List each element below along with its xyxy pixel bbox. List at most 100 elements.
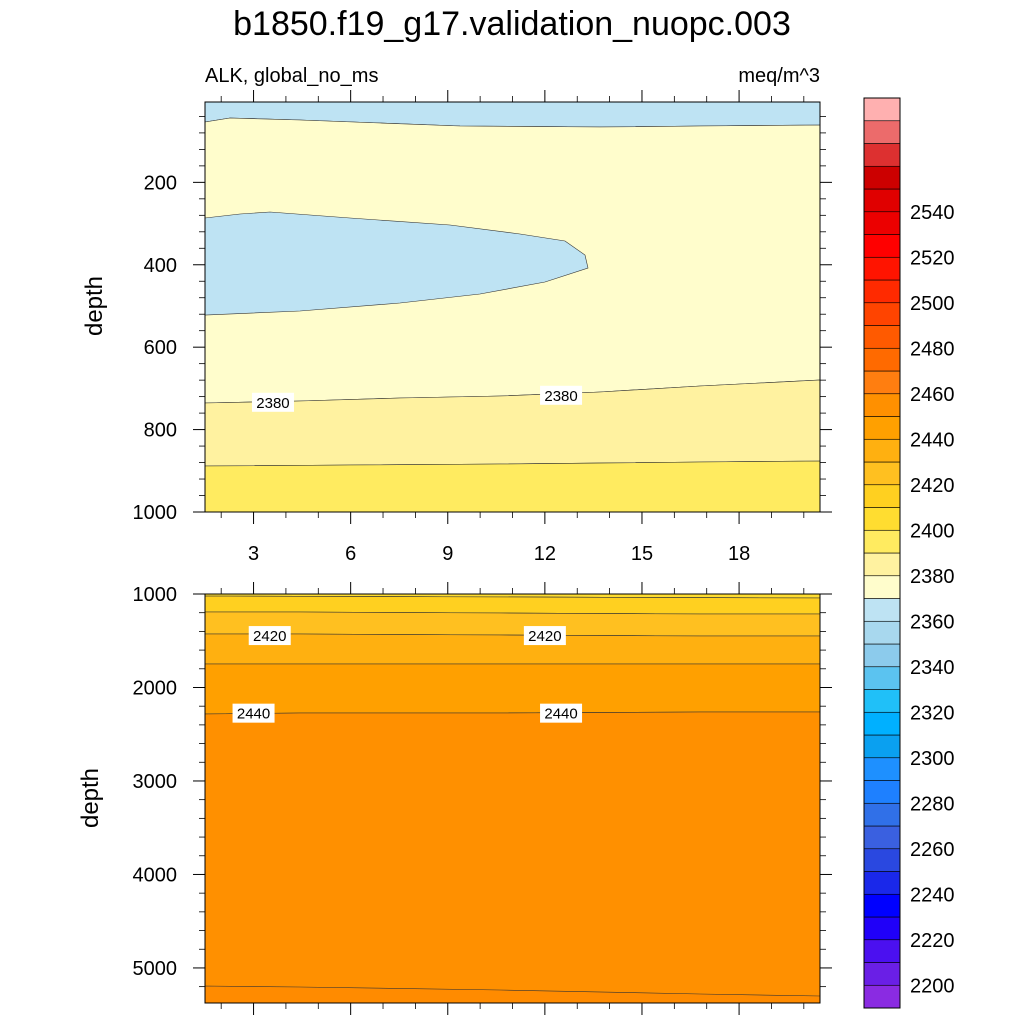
contour-label: 2420 xyxy=(253,628,286,645)
x-tick-label: 12 xyxy=(534,543,556,565)
colorbar-swatch xyxy=(863,393,901,417)
colorbar-swatch xyxy=(863,234,901,258)
contour-region-layer-2440 xyxy=(204,663,821,715)
colorbar-outline xyxy=(863,97,901,1009)
colorbar-swatch xyxy=(863,347,901,372)
contour-label-background xyxy=(523,626,566,646)
colorbar-swatch xyxy=(863,780,901,804)
colorbar-tick-label: 2380 xyxy=(910,566,955,588)
colorbar-swatch xyxy=(863,97,901,122)
y-tick-label: 400 xyxy=(144,255,177,277)
colorbar-tick-label: 2240 xyxy=(910,884,955,906)
colorbar-swatch xyxy=(863,962,901,986)
contour-region-layer-2430 xyxy=(204,633,821,665)
y-tick-label: 1000 xyxy=(133,502,178,524)
colorbar-tick-label: 2260 xyxy=(910,839,955,861)
contour-label-background xyxy=(251,392,294,412)
colorbar-swatch xyxy=(863,438,901,463)
colorbar-swatch xyxy=(863,939,901,963)
colorbar-swatch xyxy=(863,188,901,213)
colorbar-swatch xyxy=(863,302,901,326)
colorbar-swatch xyxy=(863,825,901,850)
colorbar-tick-label: 2460 xyxy=(910,384,955,406)
colorbar-swatch xyxy=(863,757,901,781)
x-tick-label: 18 xyxy=(728,543,750,565)
colorbar-swatch xyxy=(863,120,901,144)
colorbar-tick-label: 2360 xyxy=(910,611,955,633)
colorbar-swatch xyxy=(863,211,901,235)
colorbar-swatch xyxy=(863,848,901,872)
contour-region-layer-2410 xyxy=(204,595,821,615)
colorbar-tick-label: 2480 xyxy=(910,338,955,360)
y-tick-label: 600 xyxy=(144,337,177,359)
colorbar-swatch xyxy=(863,871,901,895)
colorbar-swatch xyxy=(863,461,901,486)
colorbar-tick-label: 2340 xyxy=(910,657,955,679)
contour-region-layer-2390 xyxy=(204,460,821,513)
y-tick-label: 5000 xyxy=(133,958,178,980)
x-tick-label: 15 xyxy=(631,543,653,565)
colorbar-swatch xyxy=(863,325,901,349)
colorbar-tick-label: 2300 xyxy=(910,748,955,770)
y-tick-label: 2000 xyxy=(133,677,178,699)
colorbar-tick-label: 2500 xyxy=(910,293,955,315)
contour-region-layer-2420 xyxy=(204,611,821,637)
contour-region-lens-2360 xyxy=(204,211,589,316)
colorbar-swatch xyxy=(863,711,901,736)
colorbar-swatch xyxy=(863,620,901,645)
figure-title: b1850.f19_g17.validation_nuopc.003 xyxy=(233,5,791,43)
colorbar-swatch xyxy=(863,689,901,713)
y-tick-label: 800 xyxy=(144,420,177,442)
x-tick-label: 6 xyxy=(345,543,356,565)
contour-label: 2380 xyxy=(544,388,577,405)
y-tick-label: 1000 xyxy=(133,584,178,606)
colorbar: 2200 2220 2240 2260 2280 2300 2320 2340 2360 2380… xyxy=(863,97,955,1009)
contour-region-bottom-layer-2450 xyxy=(204,711,821,1004)
colorbar-swatch xyxy=(863,598,901,622)
colorbar-swatch xyxy=(863,552,901,577)
x-tick-label: 9 xyxy=(442,543,453,565)
contour-label-background xyxy=(540,385,583,405)
colorbar-swatch xyxy=(863,575,901,599)
contour-label-background xyxy=(248,626,291,646)
colorbar-swatch xyxy=(863,507,901,531)
colorbar-swatch xyxy=(863,143,901,167)
colorbar-swatch xyxy=(863,893,901,918)
colorbar-swatch xyxy=(863,802,901,827)
colorbar-swatch xyxy=(863,279,901,304)
units-label: meq/m^3 xyxy=(738,65,820,87)
colorbar-tick-label: 2280 xyxy=(910,793,955,815)
colorbar-tick-label: 2540 xyxy=(910,202,955,224)
colorbar-tick-label: 2320 xyxy=(910,702,955,724)
contour-label: 2440 xyxy=(237,706,270,723)
contour-label-background xyxy=(540,703,583,723)
upper-depth-panel: 200 400 600 800 1000 3 6 9 12 15 18 2380 2380 xyxy=(133,90,832,565)
y-tick-label: 3000 xyxy=(133,771,178,793)
colorbar-swatch xyxy=(863,416,901,440)
colorbar-swatch xyxy=(863,370,901,395)
x-tick-label: 3 xyxy=(248,543,259,565)
y-tick-label: 4000 xyxy=(133,864,178,886)
colorbar-swatch xyxy=(863,984,901,1009)
colorbar-tick-label: 2400 xyxy=(910,520,955,542)
contour-label: 2380 xyxy=(256,395,289,412)
lower-ylabel: depth xyxy=(77,768,104,828)
colorbar-swatch xyxy=(863,165,901,190)
colorbar-tick-label: 2220 xyxy=(910,930,955,952)
colorbar-tick-label: 2420 xyxy=(910,475,955,497)
colorbar-swatch xyxy=(863,666,901,690)
colorbar-swatch xyxy=(863,734,901,759)
y-tick-label: 200 xyxy=(144,172,177,194)
colorbar-swatch xyxy=(863,484,901,508)
colorbar-swatch xyxy=(863,529,901,554)
contour-label: 2420 xyxy=(528,628,561,645)
colorbar-swatch xyxy=(863,256,901,281)
colorbar-tick-label: 2520 xyxy=(910,247,955,269)
colorbar-tick-label: 2440 xyxy=(910,429,955,451)
variable-label: ALK, global_no_ms xyxy=(205,65,378,87)
contour-label: 2440 xyxy=(544,706,577,723)
upper-ylabel: depth xyxy=(81,276,108,336)
lower-depth-panel: 1000 2000 3000 4000 5000 2420 2420 2440 2440 xyxy=(133,582,832,1015)
colorbar-tick-label: 2200 xyxy=(910,975,955,997)
